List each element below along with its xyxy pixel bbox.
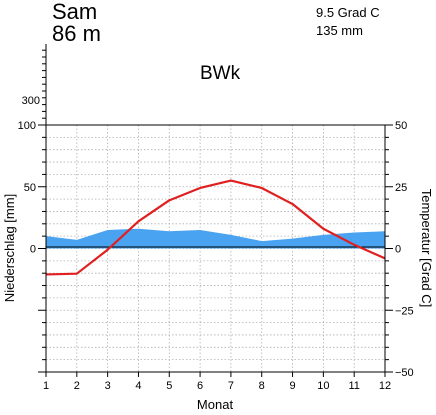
station-elevation: 86 m	[52, 21, 101, 46]
station-name: Sam	[52, 0, 97, 24]
right-tick-label: −50	[395, 367, 414, 379]
right-tick-label: 50	[395, 120, 407, 132]
right-tick-label: 0	[395, 244, 401, 256]
x-tick-label: 1	[43, 380, 49, 392]
x-tick-label: 3	[105, 380, 111, 392]
x-tick-label: 10	[317, 380, 329, 392]
left-tick-label: 100	[18, 120, 36, 132]
x-tick-label: 4	[135, 380, 141, 392]
upper-tick-label: 300	[22, 95, 40, 107]
precipitation-series	[45, 228, 386, 249]
x-tick-label: 2	[74, 380, 80, 392]
temperature-series	[45, 179, 386, 276]
annual-precipitation: 135 mm	[316, 23, 363, 38]
annual-temperature: 9.5 Grad C	[316, 5, 380, 20]
x-tick-label: 5	[166, 380, 172, 392]
right-tick-label: 25	[395, 182, 407, 194]
temperature-line	[45, 179, 386, 276]
left-tick-label: 50	[24, 182, 36, 194]
x-tick-label: 11	[348, 380, 359, 392]
x-axis-label: Monat	[197, 397, 234, 412]
right-tick-label: −25	[395, 305, 414, 317]
upper-precip-axis: 300	[22, 44, 47, 126]
right-axis-label: Temperatur [Grad C]	[419, 189, 434, 308]
left-tick-label: 0	[30, 244, 36, 256]
x-tick-label: 12	[379, 380, 391, 392]
koeppen-class: BWk	[200, 63, 241, 84]
precipitation-area	[46, 228, 385, 249]
x-axis: 1 2 3 4 5 6 7 8 9 10 11 12	[43, 372, 391, 392]
x-tick-label: 6	[197, 380, 203, 392]
left-axis-label: Niederschlag [mm]	[2, 194, 17, 302]
x-tick-label: 9	[289, 380, 295, 392]
x-tick-label: 8	[259, 380, 265, 392]
x-tick-label: 7	[228, 380, 234, 392]
right-axis: 50 25 0 −25 −50	[385, 120, 414, 379]
left-axis: 0 50 100	[18, 120, 46, 373]
